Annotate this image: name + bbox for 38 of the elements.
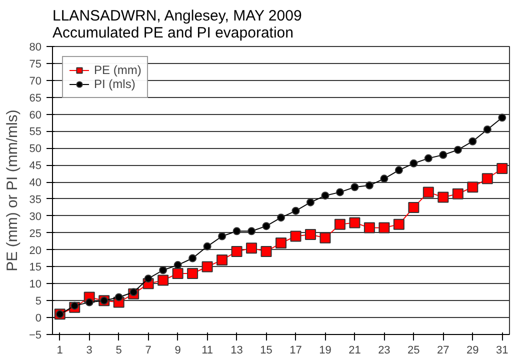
x-tick-label: 9 xyxy=(174,344,181,356)
y-tick-label: 5 xyxy=(35,296,42,308)
x-tick-label: 17 xyxy=(290,344,302,356)
x-tick-label: 3 xyxy=(86,344,92,356)
y-tick-label: 20 xyxy=(29,244,42,257)
x-tick-label: 25 xyxy=(408,344,420,356)
y-tick-label: 0 xyxy=(35,312,42,325)
y-tick-label: 15 xyxy=(29,262,42,274)
y-tick-label: 75 xyxy=(29,58,42,70)
x-tick-label: 1 xyxy=(56,344,63,356)
x-tick-label: 13 xyxy=(230,344,243,356)
y-tick-label: 55 xyxy=(29,126,42,138)
x-tick-label: 11 xyxy=(202,344,214,356)
x-tick-label: 15 xyxy=(260,344,272,356)
y-tick-label: 25 xyxy=(29,228,42,240)
y-tick-label: 10 xyxy=(29,278,42,291)
y-tick-label: 45 xyxy=(29,160,42,172)
y-tick-label: −5 xyxy=(28,330,42,342)
chart-title: LLANSADWRN, Anglesey, MAY 2009 Accumulated PE and PI evaporation xyxy=(52,8,302,42)
y-tick-label: 65 xyxy=(29,92,42,104)
x-tick-label: 21 xyxy=(348,344,361,356)
y-tick-label: 60 xyxy=(29,109,42,122)
y-tick-label: 70 xyxy=(29,75,42,88)
x-tick-label: 19 xyxy=(319,344,332,356)
y-tick-label: 35 xyxy=(29,194,42,206)
x-tick-label: 29 xyxy=(466,344,479,356)
y-tick-label: 40 xyxy=(29,177,42,190)
x-tick-label: 27 xyxy=(437,344,450,356)
y-tick-label: 50 xyxy=(29,143,42,156)
y-tick-label: 30 xyxy=(29,210,42,223)
x-tick-label: 5 xyxy=(116,344,122,356)
y-axis-title: PE (mm) or PI (mm/mls) xyxy=(4,110,21,272)
x-tick-label: 23 xyxy=(378,344,390,356)
legend-label: PI (mls) xyxy=(94,77,136,91)
x-tick-label: 31 xyxy=(496,344,508,356)
x-tick-label: 7 xyxy=(145,344,152,356)
legend-label: PE (mm) xyxy=(94,63,142,77)
y-tick-label: 80 xyxy=(29,42,42,54)
